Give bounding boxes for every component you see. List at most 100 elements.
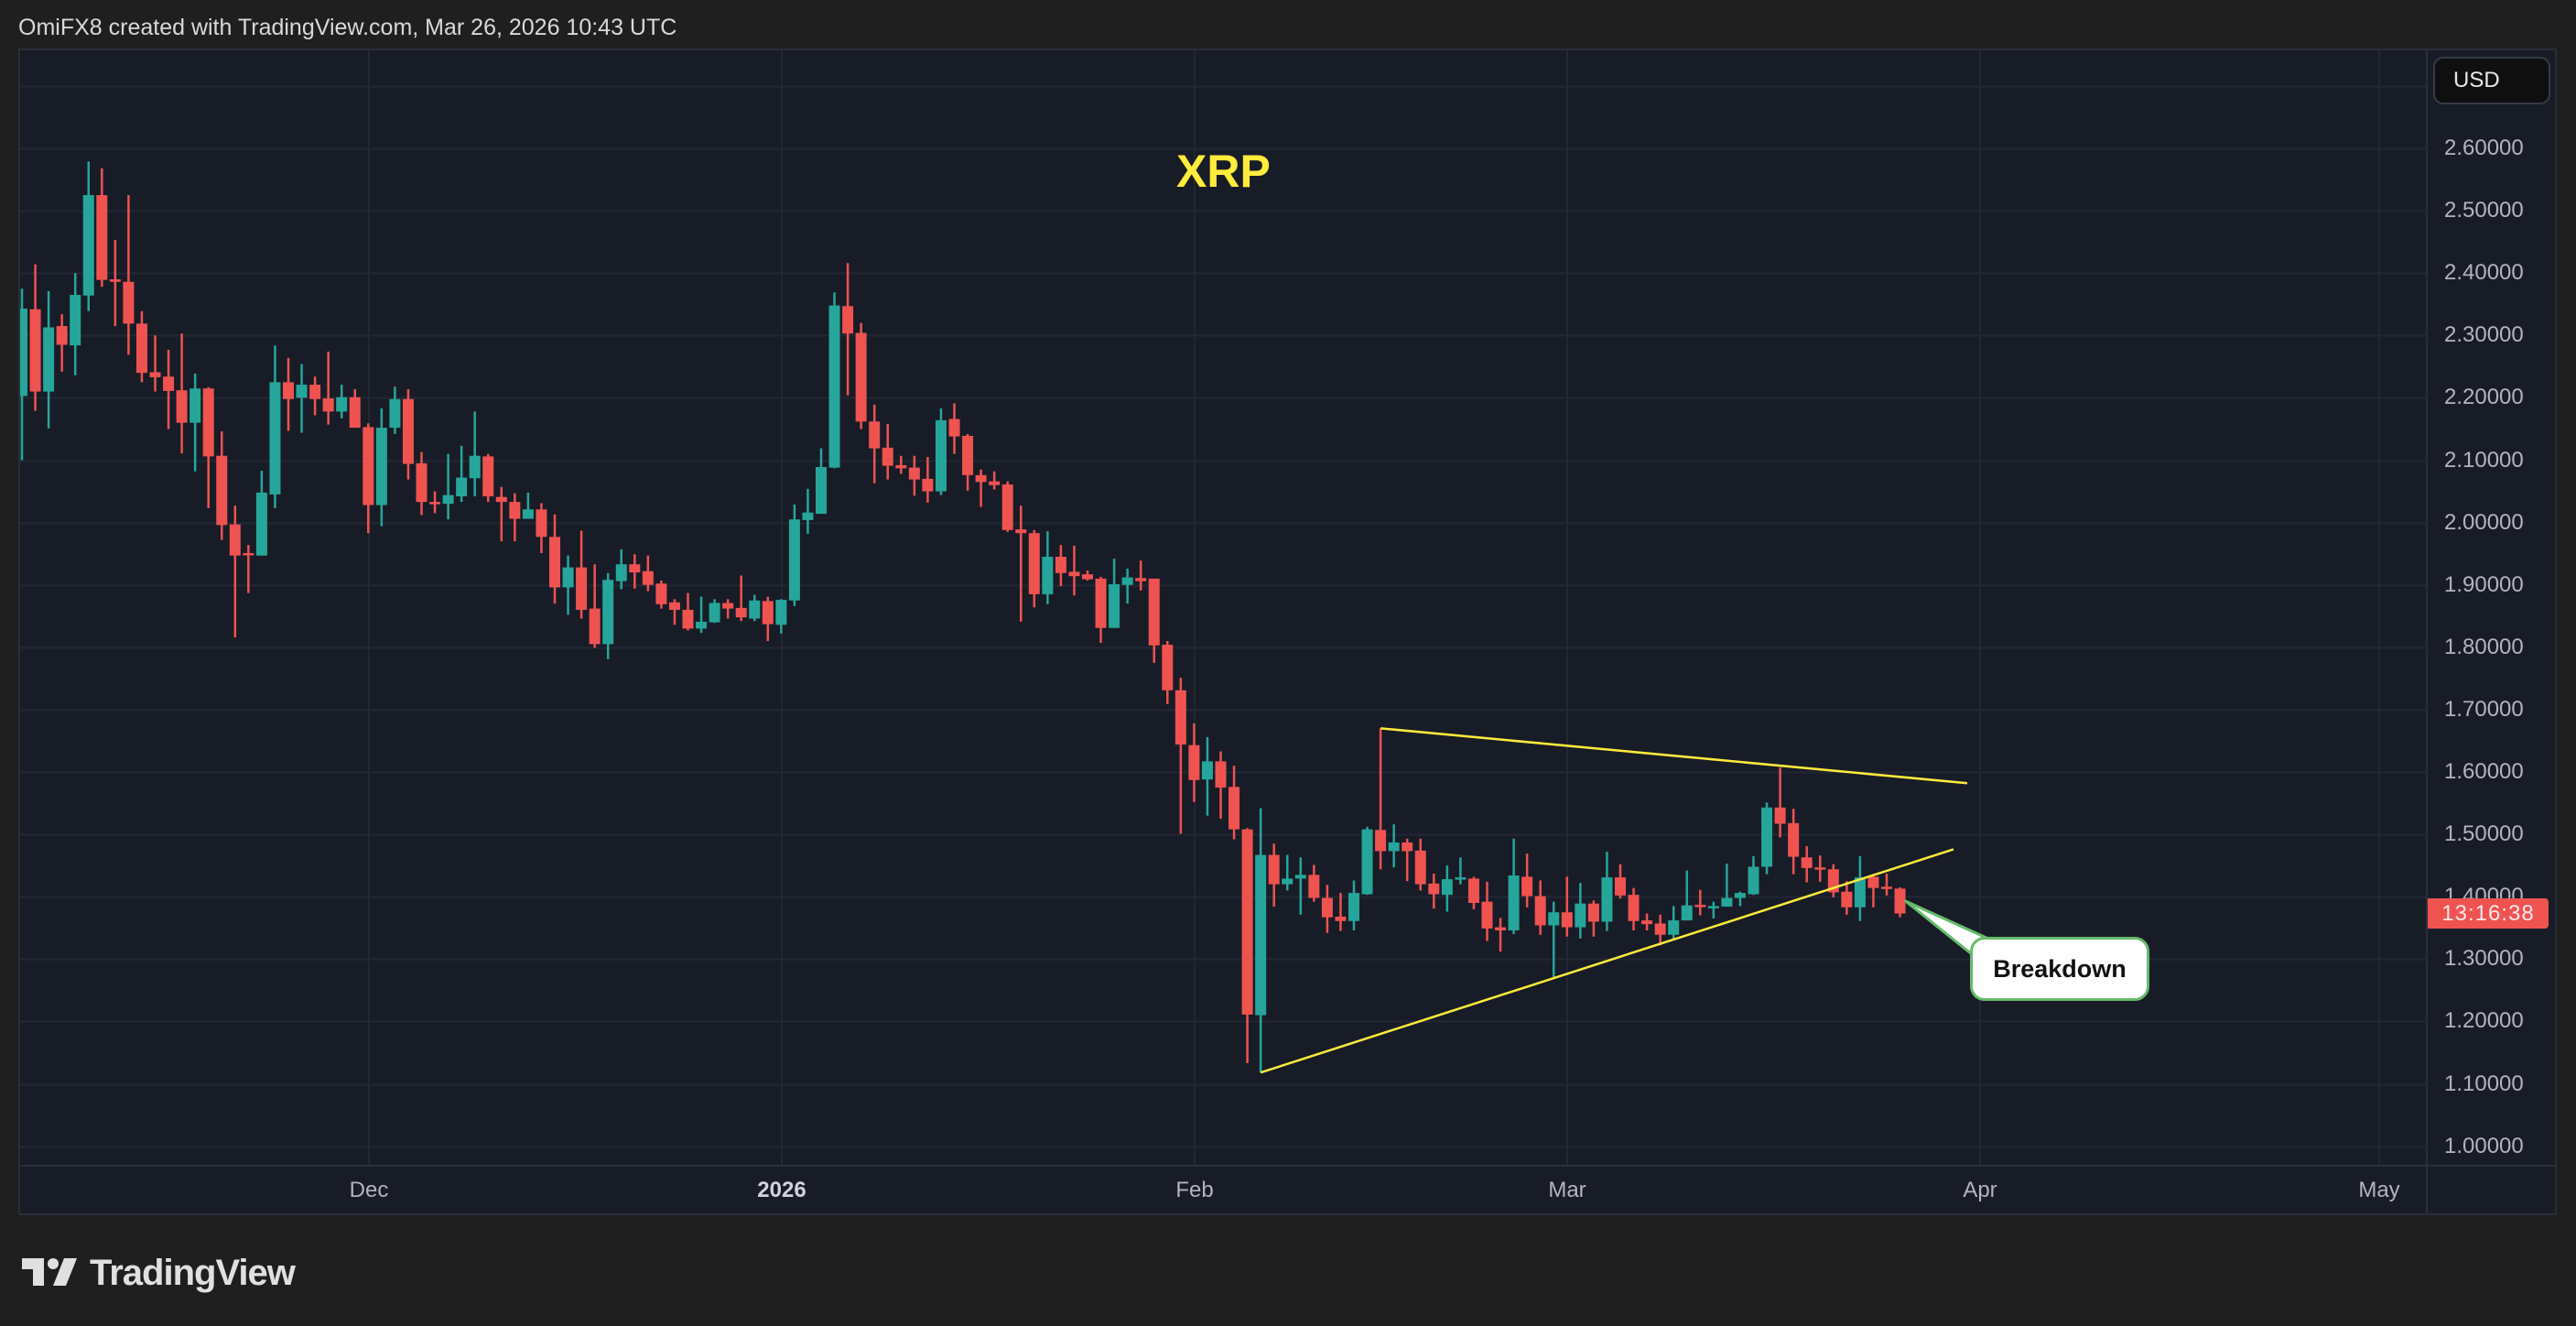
candle [1748,855,1759,896]
candle [1534,880,1546,935]
candle [375,408,387,527]
price-tick-label: 2.00000 [2444,509,2524,535]
candle [802,488,814,534]
candle [1308,864,1320,902]
candle [1109,559,1120,628]
candle [1867,875,1879,908]
candle [269,345,281,508]
countdown-badge: 13:16:38 [2428,898,2549,929]
breakdown-callout: Breakdown [1970,937,2149,1001]
upper-resistance-trendline[interactable] [1380,727,1968,785]
candle [189,373,201,472]
candle [1641,913,1653,930]
candle [775,599,787,634]
candle [1841,881,1853,915]
candle [216,431,228,540]
candle [309,376,321,416]
candle [908,455,920,496]
price-tick-label: 1.90000 [2444,571,2524,597]
time-tick-label: 2026 [757,1178,806,1202]
candle [1774,767,1786,838]
candle [1495,918,1507,952]
tradingview-logo[interactable]: TradingView [22,1251,296,1295]
time-tick-label: Mar [1548,1178,1586,1202]
candle [495,486,507,542]
price-tick-label: 1.00000 [2444,1133,2524,1158]
candle [1335,893,1347,931]
candle [642,555,654,592]
time-tick-label: Apr [1963,1178,1997,1202]
candle [1428,874,1440,909]
time-tick-label: Dec [349,1178,389,1202]
candle [1402,838,1413,882]
candle [1255,808,1267,1073]
candle [975,469,987,507]
price-tick-label: 1.80000 [2444,634,2524,659]
candle [1814,855,1826,882]
candle [602,572,614,659]
candle [522,492,534,519]
price-tick-label: 2.10000 [2444,447,2524,473]
attribution-text: OmiFX8 created with TradingView.com, Mar… [18,15,677,40]
candle [722,599,734,619]
candle [1148,578,1160,663]
candle [509,493,521,542]
candle [668,599,680,625]
candle [629,554,641,589]
candle [322,352,334,425]
candle [1121,568,1133,604]
candle [696,596,708,634]
price-tick-label: 1.30000 [2444,946,2524,972]
candle [1801,846,1813,883]
candle [1827,864,1839,897]
candle [1215,751,1227,820]
candle [1481,881,1493,941]
candle [336,385,348,418]
candle [1441,865,1453,912]
candle [1548,901,1560,978]
candle [1587,900,1599,937]
candle [109,240,121,327]
candle [589,564,601,648]
candle [363,423,374,534]
candle [1348,880,1359,930]
candle [82,161,94,311]
candle [1162,640,1174,704]
candle [482,453,494,503]
candle [1881,874,1892,896]
candle [562,555,574,615]
candle [1721,864,1733,908]
candle [1294,857,1306,915]
candle [1628,887,1640,930]
candle [296,364,308,433]
candle [1028,529,1040,608]
price-tick-label: 2.40000 [2444,260,2524,286]
price-tick-label: 2.30000 [2444,322,2524,348]
candle [1894,886,1906,918]
candle [1135,560,1147,591]
candle [1282,854,1293,891]
price-tick-label: 2.60000 [2444,136,2524,160]
candle [283,357,294,431]
candle [202,386,214,508]
lower-support-trendline[interactable] [1260,848,1954,1074]
candle [1055,545,1066,587]
candle [1761,802,1773,875]
price-tick-label: 1.10000 [2444,1071,2524,1096]
candle [1375,728,1387,870]
candle [402,388,414,480]
candle [1668,906,1680,939]
time-tick-label: Feb [1175,1178,1214,1202]
candle [948,403,960,454]
candle [70,273,81,375]
candle [1228,766,1240,840]
candle [709,599,720,624]
candle [549,514,560,604]
candle [1681,870,1693,921]
price-tick-label: 2.50000 [2444,198,2524,223]
candle [655,580,667,609]
candle [735,575,747,622]
candle [1467,876,1479,909]
currency-button[interactable]: USD [2433,57,2550,104]
